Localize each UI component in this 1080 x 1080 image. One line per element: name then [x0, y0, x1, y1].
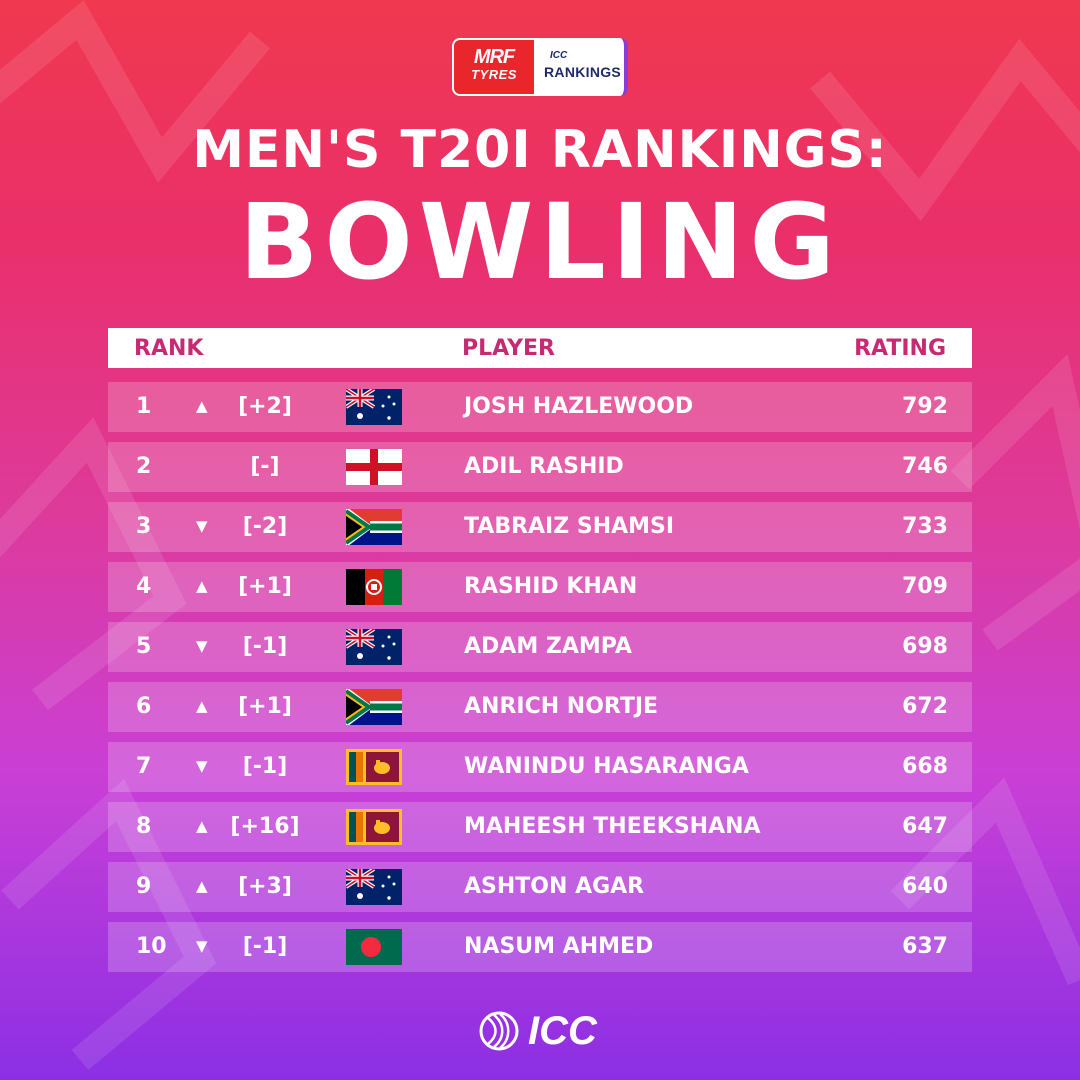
player-name: WANINDU HASARANGA — [464, 754, 749, 779]
bangladesh-flag — [346, 929, 402, 965]
rank-change: [+16] — [230, 814, 300, 839]
icc-small-text: ICC — [550, 50, 568, 61]
rank-change: [+1] — [238, 694, 292, 719]
rank-change: [-1] — [242, 934, 288, 959]
cricket-ball-icon — [479, 1011, 519, 1051]
table-row: 10 ▼ [-1] NASUM AHMED 637 — [108, 922, 972, 972]
player-name: ADAM ZAMPA — [464, 634, 632, 659]
rank-value: 9 — [136, 874, 152, 899]
rank-value: 1 — [136, 394, 152, 419]
rating-value: 647 — [902, 814, 948, 839]
arrow-down-icon: ▼ — [196, 637, 208, 655]
rankings-text: RANKINGS — [544, 64, 622, 80]
rating-value: 698 — [902, 634, 948, 659]
rank-change: [+3] — [238, 874, 292, 899]
rating-value: 672 — [902, 694, 948, 719]
icc-rankings-logo: ICC RANKINGS — [534, 38, 628, 96]
tyres-logo-text: TYRES — [471, 67, 517, 82]
rank-value: 6 — [136, 694, 152, 719]
australia-flag — [344, 627, 402, 665]
arrow-down-icon: ▼ — [196, 937, 208, 955]
australia-flag — [344, 387, 402, 425]
south-africa-flag — [344, 687, 402, 727]
arrow-up-icon: ▲ — [196, 577, 208, 595]
table-header: RANK PLAYER RATING — [108, 328, 972, 368]
table-row: 8 ▲ [+16] MAHEESH THEEKSHANA 647 — [108, 802, 972, 852]
arrow-up-icon: ▲ — [196, 697, 208, 715]
rank-value: 5 — [136, 634, 152, 659]
player-name: ASHTON AGAR — [464, 874, 645, 899]
rank-change: [-] — [250, 454, 280, 479]
table-row: 7 ▼ [-1] WANINDU HASARANGA 668 — [108, 742, 972, 792]
rank-change: [+1] — [238, 574, 292, 599]
player-name: ANRICH NORTJE — [464, 694, 659, 719]
icc-footer-logo: ICC — [478, 1008, 608, 1054]
player-name: TABRAIZ SHAMSI — [464, 514, 675, 539]
arrow-up-icon: ▲ — [196, 877, 208, 895]
australia-flag — [344, 867, 402, 905]
south-africa-flag — [344, 507, 402, 547]
arrow-down-icon: ▼ — [196, 517, 208, 535]
rank-change: [+2] — [238, 394, 292, 419]
sri-lanka-flag — [346, 749, 402, 785]
player-name: ADIL RASHID — [464, 454, 624, 479]
rank-value: 4 — [136, 574, 152, 599]
table-row: 4 ▲ [+1] RASHID KHAN 709 — [108, 562, 972, 612]
icc-logo-text: ICC — [528, 1009, 597, 1053]
rating-value: 637 — [902, 934, 948, 959]
mrf-logo-text: MRF — [473, 46, 515, 68]
player-name: JOSH HAZLEWOOD — [464, 394, 694, 419]
rating-value: 733 — [902, 514, 948, 539]
mrf-icc-rankings-logo: MRF TYRES ICC RANKINGS — [452, 38, 628, 96]
sri-lanka-flag — [346, 809, 402, 845]
title-line-2: BOWLING — [239, 181, 841, 303]
rank-value: 8 — [136, 814, 152, 839]
rank-value: 2 — [136, 454, 152, 479]
rating-value: 792 — [902, 394, 948, 419]
rating-value: 668 — [902, 754, 948, 779]
rank-value: 7 — [136, 754, 152, 779]
rank-change: [-1] — [242, 634, 288, 659]
rank-change: [-2] — [242, 514, 288, 539]
table-row: 1 ▲ [+2] JOSH HAZLEWOOD 792 — [108, 382, 972, 432]
table-row: 6 ▲ [+1] ANRICH NORTJE 672 — [108, 682, 972, 732]
rating-header: RATING — [854, 336, 946, 361]
player-name: NASUM AHMED — [464, 934, 654, 959]
rank-value: 10 — [136, 934, 167, 959]
rating-value: 640 — [902, 874, 948, 899]
mrf-tyres-logo: MRF TYRES — [452, 38, 536, 96]
table-row: 2 [-] ADIL RASHID 746 — [108, 442, 972, 492]
rank-change: [-1] — [242, 754, 288, 779]
rating-value: 709 — [902, 574, 948, 599]
player-name: RASHID KHAN — [464, 574, 638, 599]
arrow-down-icon: ▼ — [196, 757, 208, 775]
table-row: 3 ▼ [-2] TABRAIZ SHAMSI 733 — [108, 502, 972, 552]
rating-value: 746 — [902, 454, 948, 479]
table-row: 5 ▼ [-1] ADAM ZAMPA 698 — [108, 622, 972, 672]
table-row: 9 ▲ [+3] ASHTON AGAR 640 — [108, 862, 972, 912]
rank-value: 3 — [136, 514, 152, 539]
title-line-1: MEN'S T20I RANKINGS: — [192, 120, 888, 180]
arrow-up-icon: ▲ — [196, 397, 208, 415]
player-name: MAHEESH THEEKSHANA — [464, 814, 761, 839]
rank-header: RANK — [134, 336, 204, 361]
england-flag — [346, 449, 402, 485]
arrow-up-icon: ▲ — [196, 817, 208, 835]
player-header: PLAYER — [462, 336, 555, 361]
afghanistan-flag — [346, 569, 402, 605]
